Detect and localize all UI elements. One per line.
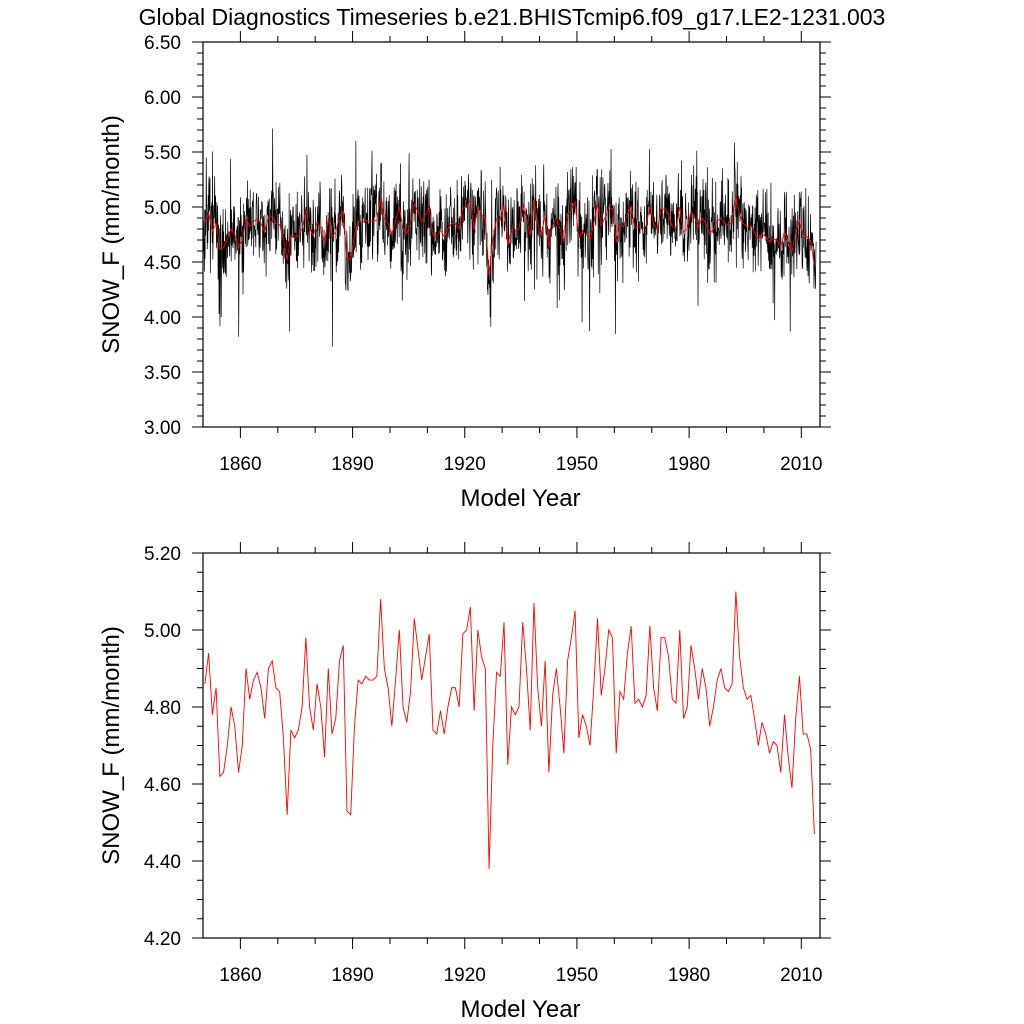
- y-tick-label: 4.40: [144, 852, 181, 873]
- top-panel: 3.00 3.50 4.00 4.50 5.00 5.50 6.00 6.50 1860 1890…: [98, 31, 831, 512]
- x-tick-label: 1920: [444, 454, 486, 475]
- y-tick-label: 3.50: [144, 363, 181, 384]
- y-tick-label: 4.60: [144, 775, 181, 796]
- x-tick-label: 1860: [219, 454, 261, 475]
- x-tick-label: 1890: [331, 965, 373, 986]
- y-tick-label: 4.80: [144, 698, 181, 719]
- y-tick-label: 4.00: [144, 308, 181, 329]
- x-axis-label: Model Year: [460, 485, 580, 512]
- y-tick-label: 5.00: [144, 198, 181, 219]
- x-tick-label: 1980: [668, 965, 710, 986]
- y-tick-label: 6.50: [144, 33, 181, 54]
- annual-series-line: [204, 195, 815, 276]
- y-tick-label: 5.50: [144, 143, 181, 164]
- x-tick-label: 1860: [219, 965, 261, 986]
- x-tick-label: 2010: [780, 454, 822, 475]
- x-tick-label: 1890: [331, 454, 373, 475]
- y-tick-label: 4.20: [144, 929, 181, 950]
- y-tick-label: 5.20: [144, 544, 181, 565]
- x-axis-label: Model Year: [460, 996, 580, 1023]
- plot-frame: [202, 552, 821, 939]
- x-tick-label: 1920: [444, 965, 486, 986]
- x-tick-label: 1950: [556, 454, 598, 475]
- figure-title: Global Diagnostics Timeseries b.e21.BHIS…: [139, 4, 886, 30]
- x-tick-label: 1980: [668, 454, 710, 475]
- plot-frame: [202, 41, 821, 428]
- y-tick-label: 5.00: [144, 621, 181, 642]
- y-axis-label: SNOW_F (mm/month): [98, 626, 125, 865]
- y-tick-label: 6.00: [144, 88, 181, 109]
- bottom-panel: 4.20 4.40 4.60 4.80 5.00 5.20 1860 1890 1920 1950…: [98, 542, 831, 1023]
- annual-series-line: [204, 591, 815, 869]
- y-tick-label: 4.50: [144, 253, 181, 274]
- y-tick-label: 3.00: [144, 418, 181, 439]
- y-axis-label: SNOW_F (mm/month): [98, 115, 125, 354]
- x-tick-label: 2010: [780, 965, 822, 986]
- x-tick-label: 1950: [556, 965, 598, 986]
